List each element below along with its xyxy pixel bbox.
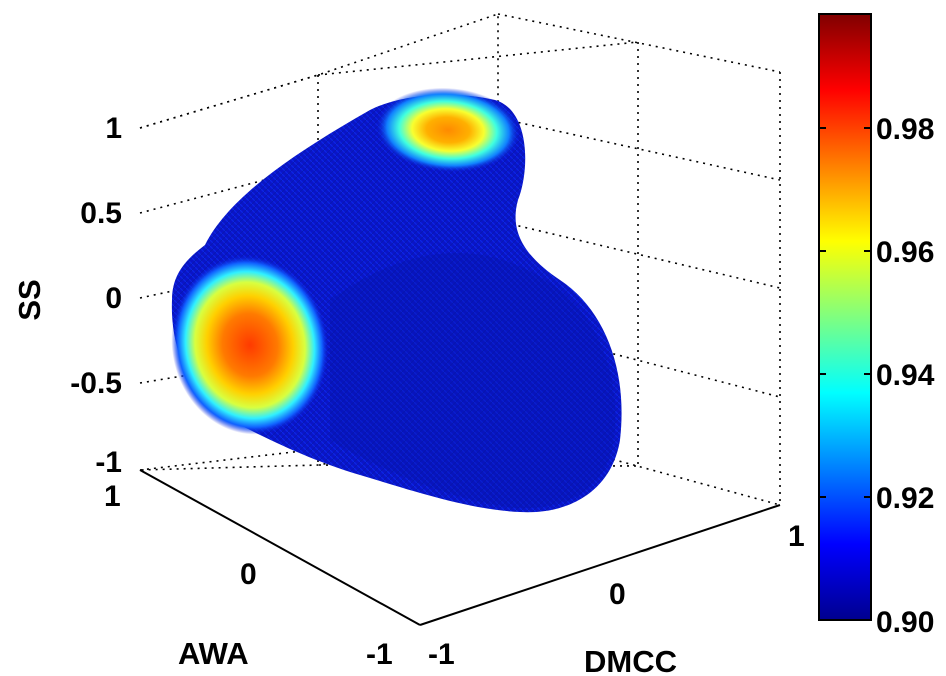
colorbar-tick-label: 0.92 <box>876 482 934 515</box>
y-tick-label: 1 <box>104 480 121 513</box>
z-axis-label: SS <box>12 279 47 320</box>
z-tick-label: 0.5 <box>80 197 122 230</box>
y-axis: 1 0 -1 AWA <box>104 480 393 671</box>
colorbar-tick-label: 0.98 <box>876 113 934 146</box>
x-tick-label: 1 <box>788 520 805 553</box>
hotspot-top <box>376 87 520 173</box>
y-tick-label: 0 <box>240 558 257 591</box>
x-tick-label: -1 <box>428 638 455 671</box>
z-tick-label: 0 <box>105 282 122 315</box>
hotspot-front <box>171 255 329 435</box>
z-tick-label: -1 <box>95 446 122 479</box>
z-tick-label: -0.5 <box>70 367 122 400</box>
colorbar-gradient <box>818 13 872 621</box>
x-axis: -1 0 1 DMCC <box>428 520 805 676</box>
colorbar-tick-label: 0.94 <box>876 359 935 392</box>
y-tick-label: -1 <box>366 638 393 671</box>
x-axis-label: DMCC <box>584 644 677 676</box>
y-axis-label: AWA <box>178 636 249 671</box>
surface <box>171 87 622 513</box>
axis-lines <box>139 469 781 626</box>
x-tick-label: 0 <box>609 578 626 611</box>
z-tick-label: 1 <box>105 112 122 145</box>
colorbar-tick-label: 0.90 <box>876 606 934 639</box>
surface-shading <box>330 252 616 509</box>
z-axis: 1 0.5 0 -0.5 -1 SS <box>12 112 122 479</box>
colorbar: 0.98 0.96 0.94 0.92 0.90 <box>818 13 935 639</box>
colorbar-tick-label: 0.96 <box>876 236 934 269</box>
